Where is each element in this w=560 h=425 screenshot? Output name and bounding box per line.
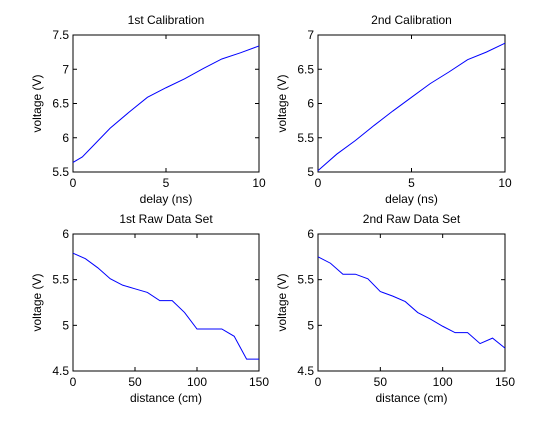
x-tick-label: 150 bbox=[249, 375, 269, 389]
x-tick-label: 10 bbox=[252, 176, 266, 190]
y-tick-label: 7 bbox=[62, 62, 69, 76]
y-axis-label: voltage (V) bbox=[30, 74, 44, 132]
chart-title: 1st Raw Data Set bbox=[119, 212, 213, 226]
y-tick-label: 6 bbox=[307, 227, 314, 241]
plot-area bbox=[317, 233, 506, 372]
chart-title: 2nd Calibration bbox=[371, 13, 452, 27]
y-tick-label: 7 bbox=[307, 28, 314, 42]
y-tick-label: 5 bbox=[62, 318, 69, 332]
subplot-4: 0 50 100 150 4.5 5 5.5 6 2nd Raw Data Set distanc… bbox=[275, 212, 515, 405]
y-tick-label: 6 bbox=[62, 227, 69, 241]
x-axis-label: distance (cm) bbox=[130, 391, 202, 405]
y-tick-label: 4.5 bbox=[297, 364, 314, 378]
y-tick-label: 6.5 bbox=[297, 62, 314, 76]
subplot-1: 0 5 10 5.5 6 6.5 7 7.5 1st Calibration delay (ns)… bbox=[30, 13, 266, 206]
x-tick-label: 0 bbox=[315, 375, 322, 389]
y-axis-label: voltage (V) bbox=[30, 273, 44, 331]
x-tick-label: 10 bbox=[498, 176, 512, 190]
y-axis-label: voltage (V) bbox=[275, 74, 289, 132]
series-line bbox=[317, 42, 506, 172]
series-line bbox=[317, 256, 506, 349]
x-tick-label: 0 bbox=[315, 176, 322, 190]
plot-area bbox=[72, 233, 260, 372]
y-tick-label: 5.5 bbox=[52, 165, 69, 179]
plot-area bbox=[72, 34, 260, 173]
x-tick-label: 5 bbox=[163, 176, 170, 190]
x-axis-label: distance (cm) bbox=[375, 391, 447, 405]
x-tick-label: 5 bbox=[408, 176, 415, 190]
x-tick-label: 50 bbox=[128, 375, 142, 389]
series-line bbox=[72, 45, 260, 163]
x-tick-label: 0 bbox=[70, 375, 77, 389]
chart-title: 2nd Raw Data Set bbox=[363, 212, 461, 226]
x-tick-label: 150 bbox=[495, 375, 515, 389]
x-tick-label: 0 bbox=[70, 176, 77, 190]
y-tick-label: 5.5 bbox=[297, 273, 314, 287]
y-tick-label: 6 bbox=[62, 131, 69, 145]
x-axis-label: delay (ns) bbox=[140, 192, 193, 206]
series-line bbox=[72, 252, 259, 360]
y-tick-label: 5 bbox=[307, 165, 314, 179]
x-tick-label: 100 bbox=[433, 375, 453, 389]
x-tick-label: 50 bbox=[374, 375, 388, 389]
subplot-3: 0 50 100 150 4.5 5 5.5 6 1st Raw Data Set distanc… bbox=[30, 212, 269, 405]
y-tick-label: 7.5 bbox=[52, 28, 69, 42]
y-tick-label: 5 bbox=[307, 318, 314, 332]
y-tick-label: 5.5 bbox=[52, 273, 69, 287]
chart-title: 1st Calibration bbox=[128, 13, 205, 27]
y-tick-label: 5.5 bbox=[297, 131, 314, 145]
y-tick-label: 6 bbox=[307, 97, 314, 111]
x-tick-label: 100 bbox=[187, 375, 207, 389]
y-tick-label: 6.5 bbox=[52, 97, 69, 111]
x-axis-label: delay (ns) bbox=[385, 192, 438, 206]
y-axis-label: voltage (V) bbox=[275, 273, 289, 331]
y-tick-label: 4.5 bbox=[52, 364, 69, 378]
